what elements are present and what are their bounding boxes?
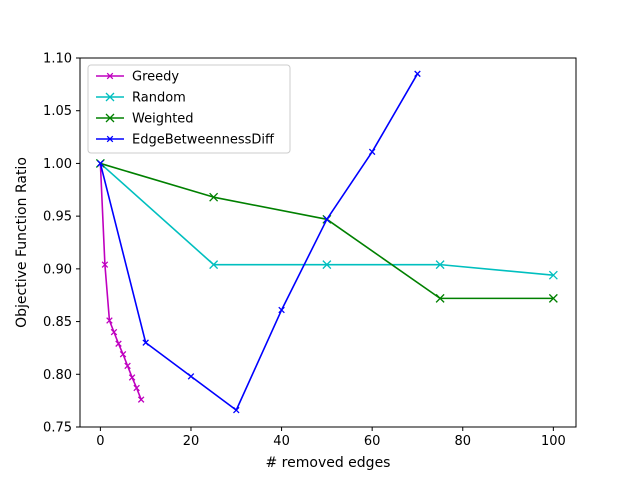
y-tick-label: 1.10	[43, 52, 72, 67]
greedy-point	[110, 328, 118, 336]
legend-marker-random	[105, 92, 115, 102]
legend-label-edgebetweennessdiff: EdgeBetweennessDiff	[132, 133, 275, 148]
x-tick-label: 80	[454, 434, 471, 449]
greedy-point	[137, 396, 145, 403]
edgebetweennessdiff-point	[368, 148, 376, 156]
edgebetweennessdiff-line	[99, 73, 419, 411]
edgebetweennessdiff-point	[142, 339, 149, 346]
y-axis: 0.75 0.80 0.85 0.90 0.95 1.00 1.05 1.10	[43, 52, 80, 436]
y-tick-label: 1.05	[43, 104, 72, 119]
x-axis-label: # removed edges	[266, 455, 391, 471]
y-tick-label: 1.00	[43, 157, 72, 172]
legend-box	[87, 64, 291, 154]
random-point	[322, 260, 332, 270]
edgebetweennessdiff-point	[187, 373, 195, 380]
y-tick-label: 0.75	[43, 421, 72, 436]
plot-area-frame	[79, 57, 577, 428]
greedy-point	[115, 340, 122, 347]
legend-label-weighted: Weighted	[132, 112, 194, 127]
edgebetweennessdiff-point	[97, 160, 104, 167]
y-tick-label: 0.95	[43, 210, 72, 225]
weighted-point	[435, 293, 445, 303]
greedy-point	[128, 374, 136, 381]
edgebetweennessdiff-series	[97, 70, 421, 414]
series-layer	[95, 70, 558, 414]
weighted-point	[548, 293, 558, 303]
x-tick-label: 40	[273, 434, 290, 449]
legend-label-greedy: Greedy	[132, 70, 179, 85]
weighted-point	[209, 192, 219, 202]
legend-marker-edgebetweennessdiff	[106, 135, 114, 143]
greedy-point	[124, 362, 131, 370]
x-tick-label: 60	[364, 434, 381, 449]
x-tick-label: 100	[541, 434, 566, 449]
edgebetweennessdiff-point	[323, 216, 331, 223]
x-tick-label: 20	[183, 434, 200, 449]
y-tick-label: 0.90	[43, 262, 72, 277]
y-tick-label: 0.80	[43, 368, 72, 383]
random-point	[435, 260, 445, 270]
legend: Greedy Random Weighted EdgeBetweennessDiff	[87, 64, 291, 154]
greedy-line	[99, 163, 142, 400]
edgebetweennessdiff-point	[414, 70, 421, 78]
edgebetweennessdiff-point	[233, 406, 240, 414]
legend-marker-weighted	[105, 113, 115, 123]
greedy-point	[133, 384, 140, 392]
legend-marker-greedy	[106, 72, 114, 80]
random-point	[548, 270, 558, 280]
x-axis: 0 20 40 60 80 100	[96, 427, 566, 449]
greedy-point	[119, 350, 127, 358]
random-point	[209, 260, 219, 270]
legend-label-random: Random	[132, 91, 186, 106]
x-tick-label: 0	[96, 434, 104, 449]
y-axis-label: Objective Function Ratio	[14, 157, 30, 328]
greedy-point	[101, 261, 109, 268]
greedy-point	[106, 317, 113, 324]
edgebetweennessdiff-point	[278, 306, 285, 314]
y-tick-label: 0.85	[43, 315, 72, 330]
